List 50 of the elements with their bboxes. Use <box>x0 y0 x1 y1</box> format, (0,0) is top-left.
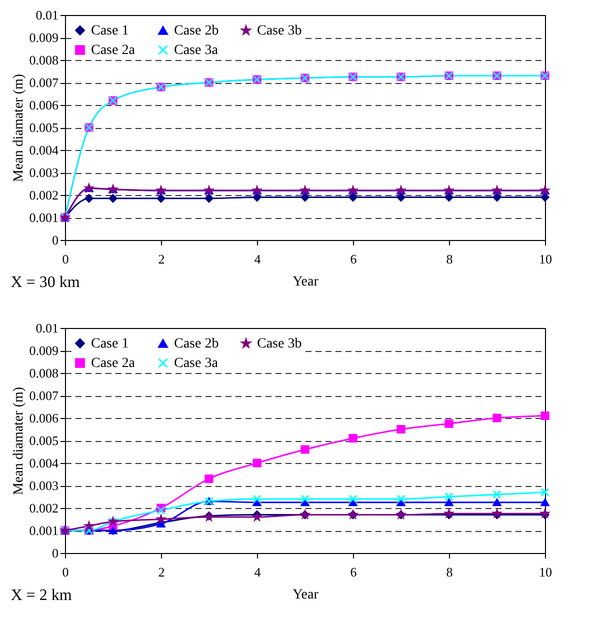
y-tick-label: 0.008 <box>29 366 58 380</box>
legend-label: Case 1 <box>91 23 129 38</box>
y-tick-label: 0.006 <box>29 410 59 426</box>
legend-label: Case 2a <box>91 356 136 371</box>
text: X = 30 km <box>10 274 80 291</box>
y-tick-label: 0.003 <box>29 478 58 493</box>
y-tick-label: 0.01 <box>36 320 58 336</box>
legend-label: Case 2a <box>91 43 136 58</box>
y-tick-label: 0.001 <box>29 210 58 225</box>
x-tick-label: 2 <box>158 252 165 266</box>
y-tick-label: 0.009 <box>29 343 58 358</box>
x-tick-label: 8 <box>446 564 453 580</box>
legend-label: Case 3a <box>174 43 219 58</box>
legend-label: Case 2b <box>174 336 219 352</box>
y-tick-label: 0 <box>52 232 58 248</box>
y-tick-label: 0.005 <box>29 120 58 135</box>
y-tick-label: 0.008 <box>29 52 58 68</box>
x-tick-label: 0 <box>62 252 69 266</box>
y-tick-label: 0.007 <box>29 75 59 90</box>
y-tick-label: 0.01 <box>36 8 58 22</box>
y-axis-title: Mean diamater (m) <box>11 74 26 182</box>
x-axis-title: Year <box>292 274 319 290</box>
y-tick-label: 0.001 <box>29 523 58 538</box>
y-tick-label: 0.003 <box>29 165 58 180</box>
y-tick-label: 0.002 <box>29 188 58 202</box>
x-tick-label: 2 <box>158 564 165 580</box>
text: X = 2 km <box>10 587 72 604</box>
x-tick-label: 0 <box>62 564 69 580</box>
legend-label: Case 3b <box>257 24 302 38</box>
x-tick-label: 4 <box>254 564 262 580</box>
y-tick-label: 0.006 <box>29 98 59 112</box>
x-axis-title: Year <box>292 588 319 602</box>
y-tick-label: 0.005 <box>29 433 58 448</box>
y-tick-label: 0.007 <box>29 388 59 403</box>
y-tick-label: 0.009 <box>29 30 58 45</box>
x-tick-label: 4 <box>254 252 262 266</box>
x-tick-label: 6 <box>350 564 358 580</box>
y-axis-title: Mean diamater (m) <box>11 386 26 496</box>
x-tick-label: 6 <box>350 252 358 266</box>
legend-label: Case 3a <box>174 356 219 371</box>
legend-label: Case 1 <box>91 336 129 352</box>
legend-label: Case 3b <box>257 336 302 352</box>
y-tick-label: 0 <box>52 546 58 560</box>
legend-label: Case 2b <box>174 24 219 38</box>
y-tick-label: 0.002 <box>29 500 58 516</box>
y-tick-label: 0.004 <box>29 142 59 158</box>
x-tick-label: 10 <box>539 252 552 266</box>
x-tick-label: 8 <box>446 252 453 266</box>
x-tick-label: 10 <box>539 564 552 580</box>
y-tick-label: 0.004 <box>29 456 59 470</box>
